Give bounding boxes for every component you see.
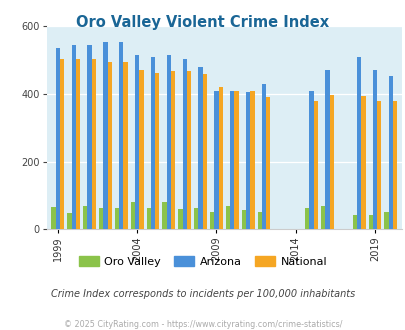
Text: © 2025 CityRating.com - https://www.cityrating.com/crime-statistics/: © 2025 CityRating.com - https://www.city… — [64, 320, 341, 329]
Bar — [67, 213, 71, 229]
Bar — [209, 213, 214, 229]
Bar — [352, 215, 356, 229]
Bar — [155, 73, 159, 229]
Bar — [162, 202, 166, 229]
Bar — [265, 97, 270, 229]
Bar — [261, 84, 265, 229]
Bar — [320, 206, 324, 229]
Bar — [194, 208, 198, 229]
Text: Crime Index corresponds to incidents per 100,000 inhabitants: Crime Index corresponds to incidents per… — [51, 289, 354, 299]
Bar — [241, 210, 245, 229]
Bar — [186, 71, 191, 229]
Bar — [107, 62, 111, 229]
Bar — [76, 58, 80, 229]
Bar — [324, 70, 329, 229]
Bar — [119, 42, 123, 229]
Bar — [150, 57, 155, 229]
Bar — [55, 49, 60, 229]
Bar — [384, 212, 388, 229]
Bar — [103, 42, 107, 229]
Text: Oro Valley Violent Crime Index: Oro Valley Violent Crime Index — [76, 15, 329, 30]
Bar — [257, 212, 261, 229]
Bar — [368, 215, 372, 229]
Bar — [178, 209, 182, 229]
Bar — [392, 102, 396, 229]
Bar — [99, 208, 103, 229]
Bar — [313, 101, 317, 229]
Bar — [249, 91, 254, 229]
Bar — [198, 67, 202, 229]
Bar — [83, 206, 87, 229]
Bar — [376, 101, 380, 229]
Bar — [234, 91, 238, 229]
Bar — [71, 45, 76, 229]
Bar — [372, 70, 376, 229]
Bar — [214, 91, 218, 229]
Bar — [305, 208, 309, 229]
Bar — [230, 91, 234, 229]
Bar — [245, 92, 249, 229]
Bar — [51, 207, 55, 229]
Bar — [134, 55, 139, 229]
Bar — [309, 91, 313, 229]
Bar — [139, 70, 143, 229]
Bar — [60, 58, 64, 229]
Bar — [356, 57, 360, 229]
Bar — [218, 87, 222, 229]
Bar — [87, 45, 92, 229]
Bar — [388, 77, 392, 229]
Bar — [225, 206, 230, 229]
Bar — [171, 71, 175, 229]
Legend: Oro Valley, Arizona, National: Oro Valley, Arizona, National — [74, 251, 331, 271]
Bar — [182, 58, 186, 229]
Bar — [130, 202, 134, 229]
Bar — [115, 208, 119, 229]
Bar — [360, 96, 364, 229]
Bar — [166, 55, 171, 229]
Bar — [202, 74, 207, 229]
Bar — [123, 62, 127, 229]
Bar — [92, 58, 96, 229]
Bar — [146, 208, 150, 229]
Bar — [329, 95, 333, 229]
